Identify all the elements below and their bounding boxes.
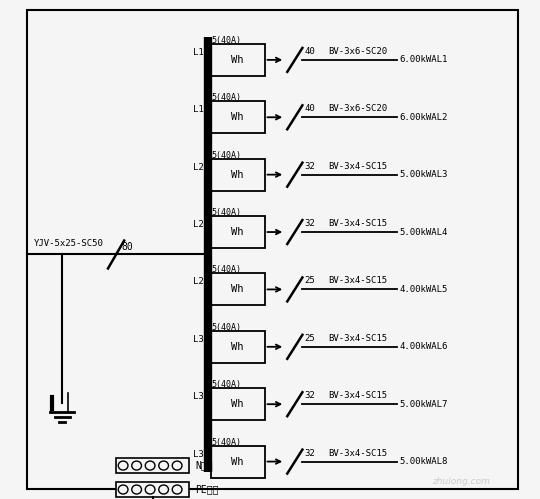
Text: 5(40A): 5(40A) [212,323,242,332]
Text: N端子: N端子 [195,461,213,471]
Text: L3: L3 [193,392,204,401]
Text: Wh: Wh [231,284,244,294]
Text: L2: L2 [193,163,204,172]
Bar [211,388,265,420]
Text: Wh: Wh [231,112,244,122]
Text: 5(40A): 5(40A) [212,208,242,217]
Text: Wh: Wh [231,399,244,409]
Text: 32: 32 [305,162,315,171]
Text: BV-3x4-SC15: BV-3x4-SC15 [328,219,387,228]
Text: 5(40A): 5(40A) [212,151,242,160]
Bar [211,273,265,305]
Text: 4.00kWAL6: 4.00kWAL6 [400,342,448,351]
Text: L3: L3 [193,335,204,344]
Text: Wh: Wh [231,170,244,180]
Text: L3: L3 [193,450,204,459]
Text: 6.00kWAL2: 6.00kWAL2 [400,113,448,122]
Bar [211,331,265,363]
Text: 5(40A): 5(40A) [212,265,242,274]
Text: Wh: Wh [231,55,244,65]
Text: 32: 32 [305,449,315,458]
Bar [116,458,189,473]
Text: 5(40A): 5(40A) [212,438,242,447]
Bar [211,101,265,133]
Text: BV-3x4-SC15: BV-3x4-SC15 [328,276,387,285]
Text: 5.00kWAL8: 5.00kWAL8 [400,457,448,466]
Bar [211,446,265,478]
Bar [211,216,265,248]
Text: 6.00kWAL1: 6.00kWAL1 [400,55,448,64]
Text: 5(40A): 5(40A) [212,380,242,389]
Text: 5.00kWAL4: 5.00kWAL4 [400,228,448,237]
Text: 32: 32 [305,391,315,400]
Text: 25: 25 [305,276,315,285]
Text: BV-3x4-SC15: BV-3x4-SC15 [328,449,387,458]
Text: 40: 40 [305,47,315,56]
Text: 80: 80 [122,242,133,251]
Bar [211,44,265,76]
Text: 32: 32 [305,219,315,228]
Text: Wh: Wh [231,227,244,237]
Text: YJV-5x25-SC50: YJV-5x25-SC50 [33,239,103,248]
Text: L2: L2 [193,220,204,229]
Text: 5(40A): 5(40A) [212,93,242,102]
Bar [211,159,265,191]
Text: PE端子: PE端子 [195,485,219,495]
Text: 5.00kWAL7: 5.00kWAL7 [400,400,448,409]
Text: 25: 25 [305,334,315,343]
Text: 5(40A): 5(40A) [212,36,242,45]
Text: L1: L1 [193,105,204,114]
Text: BV-3x4-SC15: BV-3x4-SC15 [328,162,387,171]
Text: L2: L2 [193,277,204,286]
Text: 40: 40 [305,104,315,113]
Bar [116,482,189,497]
Text: 4.00kWAL5: 4.00kWAL5 [400,285,448,294]
Text: 5.00kWAL3: 5.00kWAL3 [400,170,448,179]
Text: BV-3x4-SC15: BV-3x4-SC15 [328,334,387,343]
Text: zhulong.com: zhulong.com [432,477,490,486]
Text: Wh: Wh [231,457,244,467]
Text: BV-3x4-SC15: BV-3x4-SC15 [328,391,387,400]
Text: BV-3x6-SC20: BV-3x6-SC20 [328,47,387,56]
Text: L1: L1 [193,48,204,57]
Text: Wh: Wh [231,342,244,352]
Text: BV-3x6-SC20: BV-3x6-SC20 [328,104,387,113]
